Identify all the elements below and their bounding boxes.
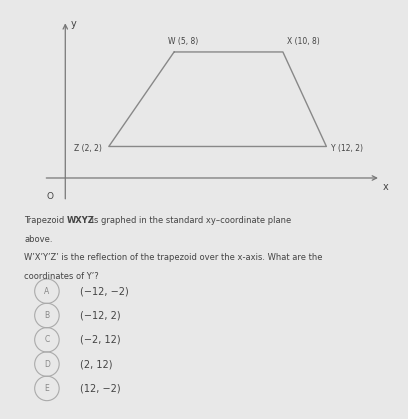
Text: y: y [71, 18, 77, 28]
Text: (−2, 12): (−2, 12) [80, 335, 120, 345]
Text: (−12, 2): (−12, 2) [80, 310, 120, 321]
Text: C: C [44, 335, 49, 344]
Text: B: B [44, 311, 49, 320]
Text: WXYZ: WXYZ [67, 216, 95, 225]
Text: above.: above. [24, 235, 53, 243]
Text: coordinates of Y’?: coordinates of Y’? [24, 272, 99, 281]
Text: O: O [47, 192, 53, 202]
Text: D: D [44, 360, 50, 369]
Text: Y (12, 2): Y (12, 2) [331, 144, 363, 153]
Text: Trapezoid: Trapezoid [24, 216, 67, 225]
Text: E: E [44, 384, 49, 393]
Text: x: x [382, 182, 388, 192]
Text: W (5, 8): W (5, 8) [168, 36, 198, 46]
Text: X (10, 8): X (10, 8) [287, 36, 320, 46]
Text: Z (2, 2): Z (2, 2) [74, 144, 102, 153]
Text: (−12, −2): (−12, −2) [80, 286, 128, 296]
Text: (2, 12): (2, 12) [80, 359, 112, 369]
Text: (12, −2): (12, −2) [80, 383, 120, 393]
Text: A: A [44, 287, 49, 296]
Text: is graphed in the standard ​xy–​coordinate plane: is graphed in the standard ​xy–​coordina… [89, 216, 292, 225]
Text: W’X’Y’Z’ is the reflection of the trapezoid over the x-axis. What are the: W’X’Y’Z’ is the reflection of the trapez… [24, 253, 323, 262]
